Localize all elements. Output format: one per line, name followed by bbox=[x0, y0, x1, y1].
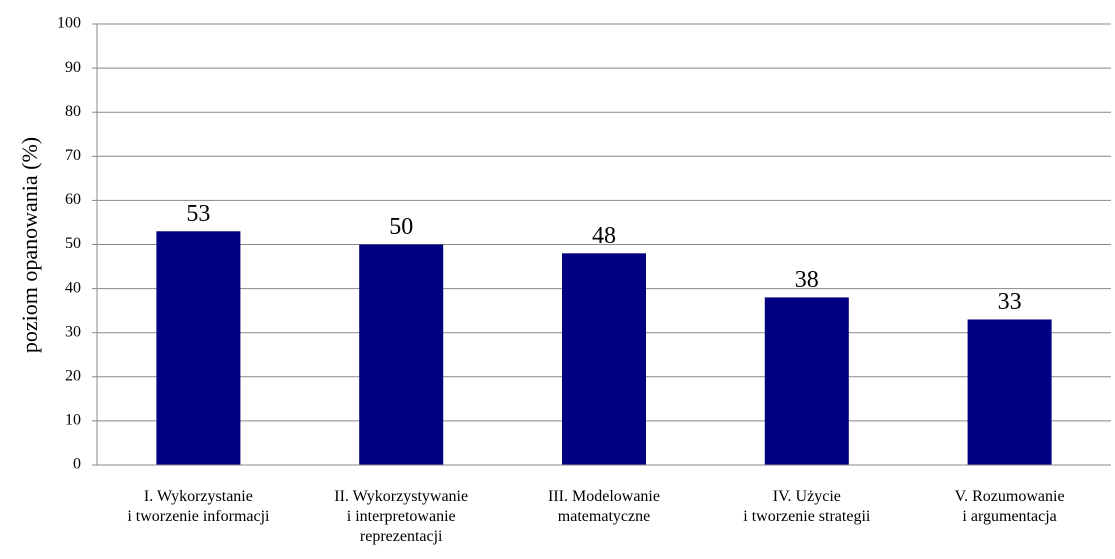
y-tick-label: 80 bbox=[65, 103, 81, 120]
y-tick-label: 60 bbox=[65, 191, 81, 208]
data-label: 50 bbox=[389, 214, 413, 240]
bar bbox=[359, 244, 444, 465]
y-tick-label: 50 bbox=[65, 235, 81, 252]
x-tick-label: II. Wykorzystywanie i interpretowanie repr… bbox=[334, 488, 468, 545]
y-tick-label: 20 bbox=[65, 367, 81, 384]
data-label: 38 bbox=[795, 267, 819, 293]
x-tick-label: IV. Użycie i tworzenie strategii bbox=[743, 488, 871, 525]
y-tick-label: 10 bbox=[65, 412, 81, 429]
bar bbox=[156, 231, 241, 465]
y-tick-label: 90 bbox=[65, 59, 81, 76]
data-label: 48 bbox=[592, 223, 616, 249]
bar bbox=[562, 253, 646, 465]
y-axis-title: poziom opanowania (%) bbox=[17, 137, 42, 353]
y-tick-label: 40 bbox=[65, 279, 81, 296]
y-tick-label: 0 bbox=[73, 456, 81, 473]
data-label: 33 bbox=[998, 289, 1022, 315]
x-tick-label: V. Rozumowanie i argumentacja bbox=[955, 488, 1065, 525]
y-tick-label: 30 bbox=[65, 323, 81, 340]
y-tick-label: 70 bbox=[65, 147, 81, 164]
x-tick-label: I. Wykorzystanie i tworzenie informacji bbox=[127, 488, 270, 525]
x-tick-label: III. Modelowanie matematyczne bbox=[548, 488, 660, 525]
bar bbox=[967, 319, 1052, 465]
data-label: 53 bbox=[186, 201, 210, 227]
bar bbox=[764, 297, 849, 465]
y-tick-label: 100 bbox=[57, 15, 81, 32]
